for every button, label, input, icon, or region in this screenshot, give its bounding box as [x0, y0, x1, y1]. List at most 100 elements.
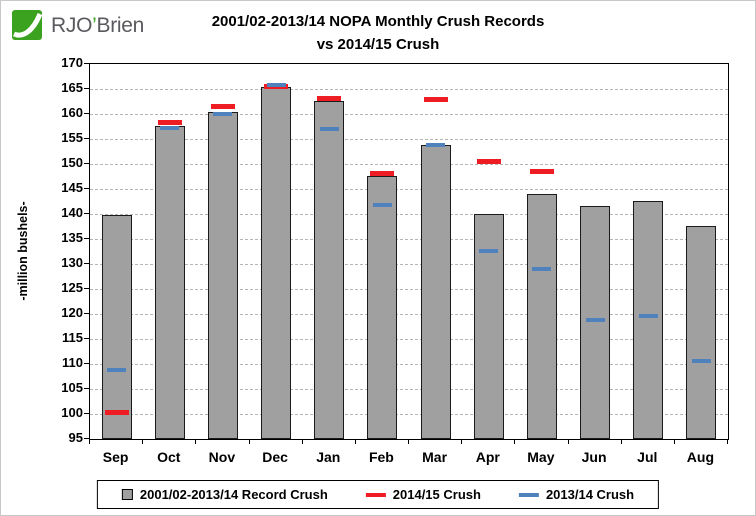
gridline-165	[90, 89, 728, 90]
logo-text-prefix: RJO	[51, 14, 93, 37]
y-axis-tick-label-105: 105	[61, 380, 83, 395]
y-axis-tick-mark	[84, 313, 89, 314]
chart-title-line1: 2001/02-2013/14 NOPA Monthly Crush Recor…	[211, 13, 545, 30]
legend-label-record-crush: 2001/02-2013/14 Record Crush	[139, 487, 328, 502]
gridline-100	[90, 414, 728, 415]
rjo-logo-mark	[12, 10, 43, 40]
rjo-brien-logo: RJO’Brien	[11, 9, 144, 43]
y-axis-tick-mark	[84, 113, 89, 114]
legend-item-record-crush: 2001/02-2013/14 Record Crush	[121, 487, 328, 502]
y-axis-tick-mark	[84, 238, 89, 239]
y-axis-tick-label-120: 120	[61, 305, 83, 320]
y-axis-tick-label-100: 100	[61, 405, 83, 420]
record-crush-bar-sep	[101, 214, 132, 439]
gridline-155	[90, 139, 728, 140]
crush-2013-14-dash-may	[532, 267, 552, 271]
legend-label-2014-15-crush: 2014/15 Crush	[392, 487, 481, 502]
crush-2013-14-dash-oct	[160, 125, 180, 130]
x-axis-tick-mark	[142, 439, 144, 444]
legend-item-2014-15-crush: 2014/15 Crush	[365, 487, 481, 502]
record-crush-bar-apr	[473, 214, 504, 439]
logo-apostrophe: ’	[92, 14, 97, 37]
x-axis-tick-mark	[620, 439, 622, 444]
x-axis-tick-mark	[408, 439, 409, 444]
chart-title: 2001/02-2013/14 NOPA Monthly Crush Recor…	[1, 11, 755, 56]
y-axis-tick-label-110: 110	[62, 355, 83, 370]
record-crush-bar-dec	[261, 86, 292, 439]
y-axis-tick-label-165: 165	[61, 80, 83, 95]
crush-2013-14-dash-dec	[266, 82, 286, 87]
crush-2014-15-dash-sep	[104, 410, 129, 415]
x-axis-tick-mark	[354, 439, 356, 444]
x-axis-tick-mark	[89, 439, 90, 444]
crush-2013-14-dash-sep	[107, 368, 127, 372]
y-axis-tick-label-155: 155	[61, 130, 83, 145]
chart-title-line2: vs 2014/15 Crush	[316, 35, 440, 53]
x-axis-tick-mark	[461, 439, 463, 444]
logo-text: RJO’Brien	[51, 14, 144, 38]
y-axis-tick-mark	[84, 338, 89, 339]
y-axis-tick-mark	[84, 438, 89, 439]
legend-item-2013-14-crush: 2013/14 Crush	[518, 487, 635, 502]
x-axis-label-sep: Sep	[102, 449, 129, 465]
gridline-150	[90, 164, 728, 165]
record-crush-bar-feb	[367, 175, 398, 439]
crush-2014-15-dash-dec	[264, 84, 289, 89]
x-axis-tick-mark	[673, 439, 675, 444]
gridline-125	[90, 289, 728, 290]
y-axis-tick-label-95: 95	[68, 430, 83, 445]
x-axis-tick-mark	[514, 439, 516, 444]
x-axis-label-jan: Jan	[316, 449, 341, 465]
y-axis-tick-mark	[84, 213, 89, 214]
y-axis-tick-label-150: 150	[61, 155, 83, 170]
x-axis-tick-mark	[301, 439, 303, 444]
crush-2014-15-dash-nov	[210, 104, 235, 109]
gridline-160	[90, 114, 728, 115]
crush-2013-14-dash-nov	[213, 111, 233, 116]
crush-2013-14-dash-aug	[691, 358, 711, 363]
x-axis-label-jul: Jul	[637, 449, 658, 465]
y-axis-tick-label-125: 125	[61, 280, 83, 295]
y-axis-tick-mark	[84, 188, 89, 189]
y-axis-tick-label-145: 145	[61, 180, 83, 195]
crush-2014-15-dash-oct	[157, 119, 182, 125]
y-axis-tick-mark	[84, 288, 89, 289]
x-axis-label-jun: Jun	[581, 449, 607, 465]
gridline-120	[90, 314, 728, 315]
y-axis-tick-mark	[84, 263, 89, 264]
record-crush-bar-aug	[686, 226, 717, 439]
record-crush-bar-jan	[314, 100, 345, 439]
x-axis-label-nov: Nov	[208, 449, 236, 465]
gridline-135	[90, 239, 728, 240]
y-axis-tick-mark	[84, 88, 89, 89]
record-crush-bar-nov	[207, 112, 238, 439]
x-axis-label-may: May	[527, 449, 555, 465]
legend: 2001/02-2013/14 Record Crush 2014/15 Cru…	[96, 480, 660, 509]
crush-2013-14-dash-jul	[638, 314, 658, 318]
crush-2013-14-dash-jan	[319, 127, 339, 131]
y-axis-tick-label-160: 160	[61, 105, 83, 120]
crush-2014-15-swatch	[365, 492, 386, 497]
y-axis-tick-mark	[84, 413, 89, 414]
y-axis-tick-label-130: 130	[61, 255, 83, 270]
plot-area	[89, 63, 729, 440]
legend-label-2013-14-crush: 2013/14 Crush	[545, 487, 635, 502]
gridline-105	[90, 389, 728, 390]
y-axis-tick-label-115: 115	[62, 330, 83, 345]
x-axis-label-aug: Aug	[686, 449, 714, 465]
x-axis-label-oct: Oct	[157, 449, 181, 465]
logo-text-suffix: Brien	[96, 14, 145, 37]
x-axis-label-apr: Apr	[475, 449, 500, 465]
gridline-110	[90, 364, 728, 365]
x-axis-tick-mark	[567, 439, 569, 444]
y-axis-tick-mark	[84, 388, 89, 389]
y-axis-tick-mark	[84, 363, 89, 364]
y-axis-tick-mark	[84, 63, 89, 64]
crush-2013-14-dash-jun	[585, 317, 605, 322]
gridline-140	[90, 214, 728, 215]
gridline-130	[90, 264, 728, 265]
record-crush-bar-mar	[420, 145, 451, 439]
crush-2014-15-dash-feb	[370, 170, 395, 176]
x-axis-label-mar: Mar	[422, 449, 448, 465]
